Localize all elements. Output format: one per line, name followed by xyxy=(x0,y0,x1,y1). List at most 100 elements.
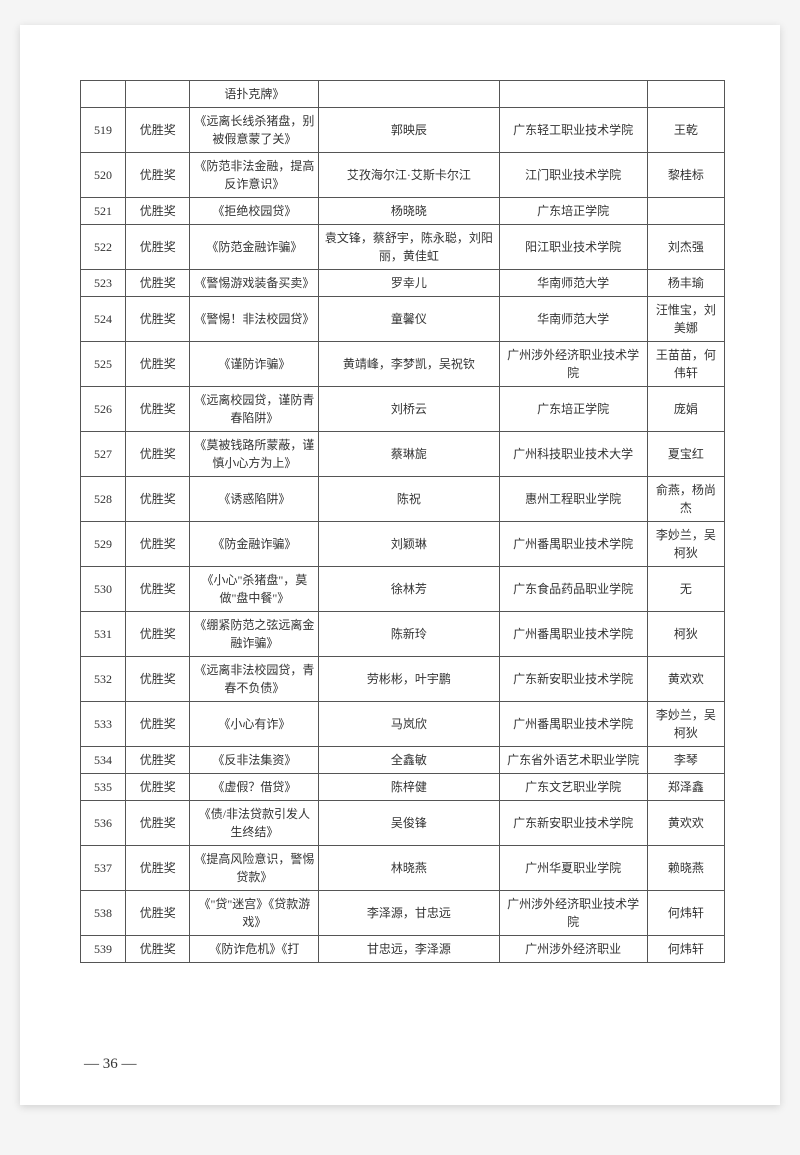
cell-author: 陈梓健 xyxy=(319,774,499,801)
cell-author: 马岚欣 xyxy=(319,702,499,747)
table-row: 533优胜奖《小心有诈》马岚欣广州番禺职业技术学院李妙兰，吴柯狄 xyxy=(81,702,725,747)
table-row: 语扑克牌》 xyxy=(81,81,725,108)
cell-author: 陈祝 xyxy=(319,477,499,522)
cell-teacher: 黄欢欢 xyxy=(647,801,724,846)
table-row: 522优胜奖《防范金融诈骗》袁文锋，蔡舒宇，陈永聪，刘阳丽，黄佳虹阳江职业技术学… xyxy=(81,225,725,270)
table-row: 526优胜奖《远离校园贷，谨防青春陷阱》刘桥云广东培正学院庞娟 xyxy=(81,387,725,432)
cell-award: 优胜奖 xyxy=(126,477,190,522)
cell-author: 杨晓晓 xyxy=(319,198,499,225)
table-row: 521优胜奖《拒绝校园贷》杨晓晓广东培正学院 xyxy=(81,198,725,225)
cell-teacher: 汪惟宝，刘美娜 xyxy=(647,297,724,342)
cell-title: 《警惕游戏装备买卖》 xyxy=(190,270,319,297)
table-row: 523优胜奖《警惕游戏装备买卖》罗幸儿华南师范大学杨丰瑜 xyxy=(81,270,725,297)
cell-title: 《警惕！非法校园贷》 xyxy=(190,297,319,342)
cell-number: 536 xyxy=(81,801,126,846)
cell-award: 优胜奖 xyxy=(126,936,190,963)
cell-title: 《小心有诈》 xyxy=(190,702,319,747)
cell-author xyxy=(319,81,499,108)
cell-number: 522 xyxy=(81,225,126,270)
cell-school: 广东食品药品职业学院 xyxy=(499,567,647,612)
cell-number: 533 xyxy=(81,702,126,747)
cell-number: 523 xyxy=(81,270,126,297)
cell-teacher: 李妙兰，吴柯狄 xyxy=(647,522,724,567)
cell-school: 广州番禺职业技术学院 xyxy=(499,612,647,657)
cell-author: 艾孜海尔江·艾斯卡尔江 xyxy=(319,153,499,198)
cell-title: 《反非法集资》 xyxy=(190,747,319,774)
cell-title: 《拒绝校园贷》 xyxy=(190,198,319,225)
cell-teacher: 杨丰瑜 xyxy=(647,270,724,297)
table-row: 519优胜奖《远离长线杀猪盘，别被假意蒙了关》郭映辰广东轻工职业技术学院王乾 xyxy=(81,108,725,153)
table-row: 539优胜奖《防诈危机》《打甘忠远，李泽源广州涉外经济职业何炜轩 xyxy=(81,936,725,963)
table-row: 532优胜奖《远离非法校园贷，青春不负债》劳彬彬，叶宇鹏广东新安职业技术学院黄欢… xyxy=(81,657,725,702)
cell-school: 华南师范大学 xyxy=(499,297,647,342)
cell-number: 520 xyxy=(81,153,126,198)
table-row: 538优胜奖《"贷"迷宫》《贷款游戏》李泽源，甘忠远广州涉外经济职业技术学院何炜… xyxy=(81,891,725,936)
cell-number: 524 xyxy=(81,297,126,342)
cell-number: 527 xyxy=(81,432,126,477)
cell-title: 语扑克牌》 xyxy=(190,81,319,108)
cell-school: 阳江职业技术学院 xyxy=(499,225,647,270)
cell-school: 广东轻工职业技术学院 xyxy=(499,108,647,153)
cell-school: 广州涉外经济职业技术学院 xyxy=(499,342,647,387)
table-row: 536优胜奖《债/非法贷款引发人生终结》吴俊锋广东新安职业技术学院黄欢欢 xyxy=(81,801,725,846)
page-number: — 36 — xyxy=(84,1056,137,1073)
cell-school: 江门职业技术学院 xyxy=(499,153,647,198)
cell-school: 广东培正学院 xyxy=(499,198,647,225)
cell-school: 广东文艺职业学院 xyxy=(499,774,647,801)
cell-school: 广东新安职业技术学院 xyxy=(499,801,647,846)
cell-number: 529 xyxy=(81,522,126,567)
cell-author: 吴俊锋 xyxy=(319,801,499,846)
cell-teacher: 王乾 xyxy=(647,108,724,153)
cell-author: 李泽源，甘忠远 xyxy=(319,891,499,936)
table-row: 537优胜奖《提高风险意识，警惕贷款》林晓燕广州华夏职业学院赖晓燕 xyxy=(81,846,725,891)
cell-number: 528 xyxy=(81,477,126,522)
cell-teacher: 柯狄 xyxy=(647,612,724,657)
awards-table: 语扑克牌》519优胜奖《远离长线杀猪盘，别被假意蒙了关》郭映辰广东轻工职业技术学… xyxy=(80,80,725,963)
cell-author: 陈新玲 xyxy=(319,612,499,657)
cell-number: 531 xyxy=(81,612,126,657)
cell-title: 《债/非法贷款引发人生终结》 xyxy=(190,801,319,846)
table-row: 534优胜奖《反非法集资》全鑫敏广东省外语艺术职业学院李琴 xyxy=(81,747,725,774)
cell-teacher: 何炜轩 xyxy=(647,936,724,963)
cell-number: 519 xyxy=(81,108,126,153)
cell-award: 优胜奖 xyxy=(126,270,190,297)
cell-number: 537 xyxy=(81,846,126,891)
cell-teacher: 刘杰强 xyxy=(647,225,724,270)
table-row: 527优胜奖《莫被钱路所蒙蔽，谨慎小心方为上》蔡琳旎广州科技职业技术大学夏宝红 xyxy=(81,432,725,477)
cell-award: 优胜奖 xyxy=(126,108,190,153)
table-row: 530优胜奖《小心"杀猪盘"，莫做"盘中餐"》徐林芳广东食品药品职业学院无 xyxy=(81,567,725,612)
table-row: 529优胜奖《防金融诈骗》刘颖琳广州番禺职业技术学院李妙兰，吴柯狄 xyxy=(81,522,725,567)
cell-award: 优胜奖 xyxy=(126,891,190,936)
cell-title: 《"贷"迷宫》《贷款游戏》 xyxy=(190,891,319,936)
cell-author: 林晓燕 xyxy=(319,846,499,891)
cell-author: 甘忠远，李泽源 xyxy=(319,936,499,963)
cell-teacher: 郑泽鑫 xyxy=(647,774,724,801)
table-row: 524优胜奖《警惕！非法校园贷》童馨仪华南师范大学汪惟宝，刘美娜 xyxy=(81,297,725,342)
cell-award: 优胜奖 xyxy=(126,225,190,270)
cell-title: 《虚假？借贷》 xyxy=(190,774,319,801)
table-row: 531优胜奖《绷紧防范之弦远离金融诈骗》陈新玲广州番禺职业技术学院柯狄 xyxy=(81,612,725,657)
cell-title: 《远离非法校园贷，青春不负债》 xyxy=(190,657,319,702)
cell-title: 《小心"杀猪盘"，莫做"盘中餐"》 xyxy=(190,567,319,612)
cell-award: 优胜奖 xyxy=(126,432,190,477)
cell-teacher: 李妙兰，吴柯狄 xyxy=(647,702,724,747)
cell-award: 优胜奖 xyxy=(126,387,190,432)
cell-teacher: 李琴 xyxy=(647,747,724,774)
cell-school: 华南师范大学 xyxy=(499,270,647,297)
cell-title: 《防范非法金融，提高反诈意识》 xyxy=(190,153,319,198)
cell-title: 《诱惑陷阱》 xyxy=(190,477,319,522)
cell-author: 徐林芳 xyxy=(319,567,499,612)
cell-teacher: 黄欢欢 xyxy=(647,657,724,702)
cell-author: 蔡琳旎 xyxy=(319,432,499,477)
cell-school: 广州科技职业技术大学 xyxy=(499,432,647,477)
cell-school: 广东省外语艺术职业学院 xyxy=(499,747,647,774)
cell-award: 优胜奖 xyxy=(126,198,190,225)
cell-number: 530 xyxy=(81,567,126,612)
table-row: 535优胜奖《虚假？借贷》陈梓健广东文艺职业学院郑泽鑫 xyxy=(81,774,725,801)
cell-number: 538 xyxy=(81,891,126,936)
cell-title: 《莫被钱路所蒙蔽，谨慎小心方为上》 xyxy=(190,432,319,477)
cell-award: 优胜奖 xyxy=(126,801,190,846)
cell-number: 526 xyxy=(81,387,126,432)
cell-award: 优胜奖 xyxy=(126,747,190,774)
cell-award: 优胜奖 xyxy=(126,612,190,657)
